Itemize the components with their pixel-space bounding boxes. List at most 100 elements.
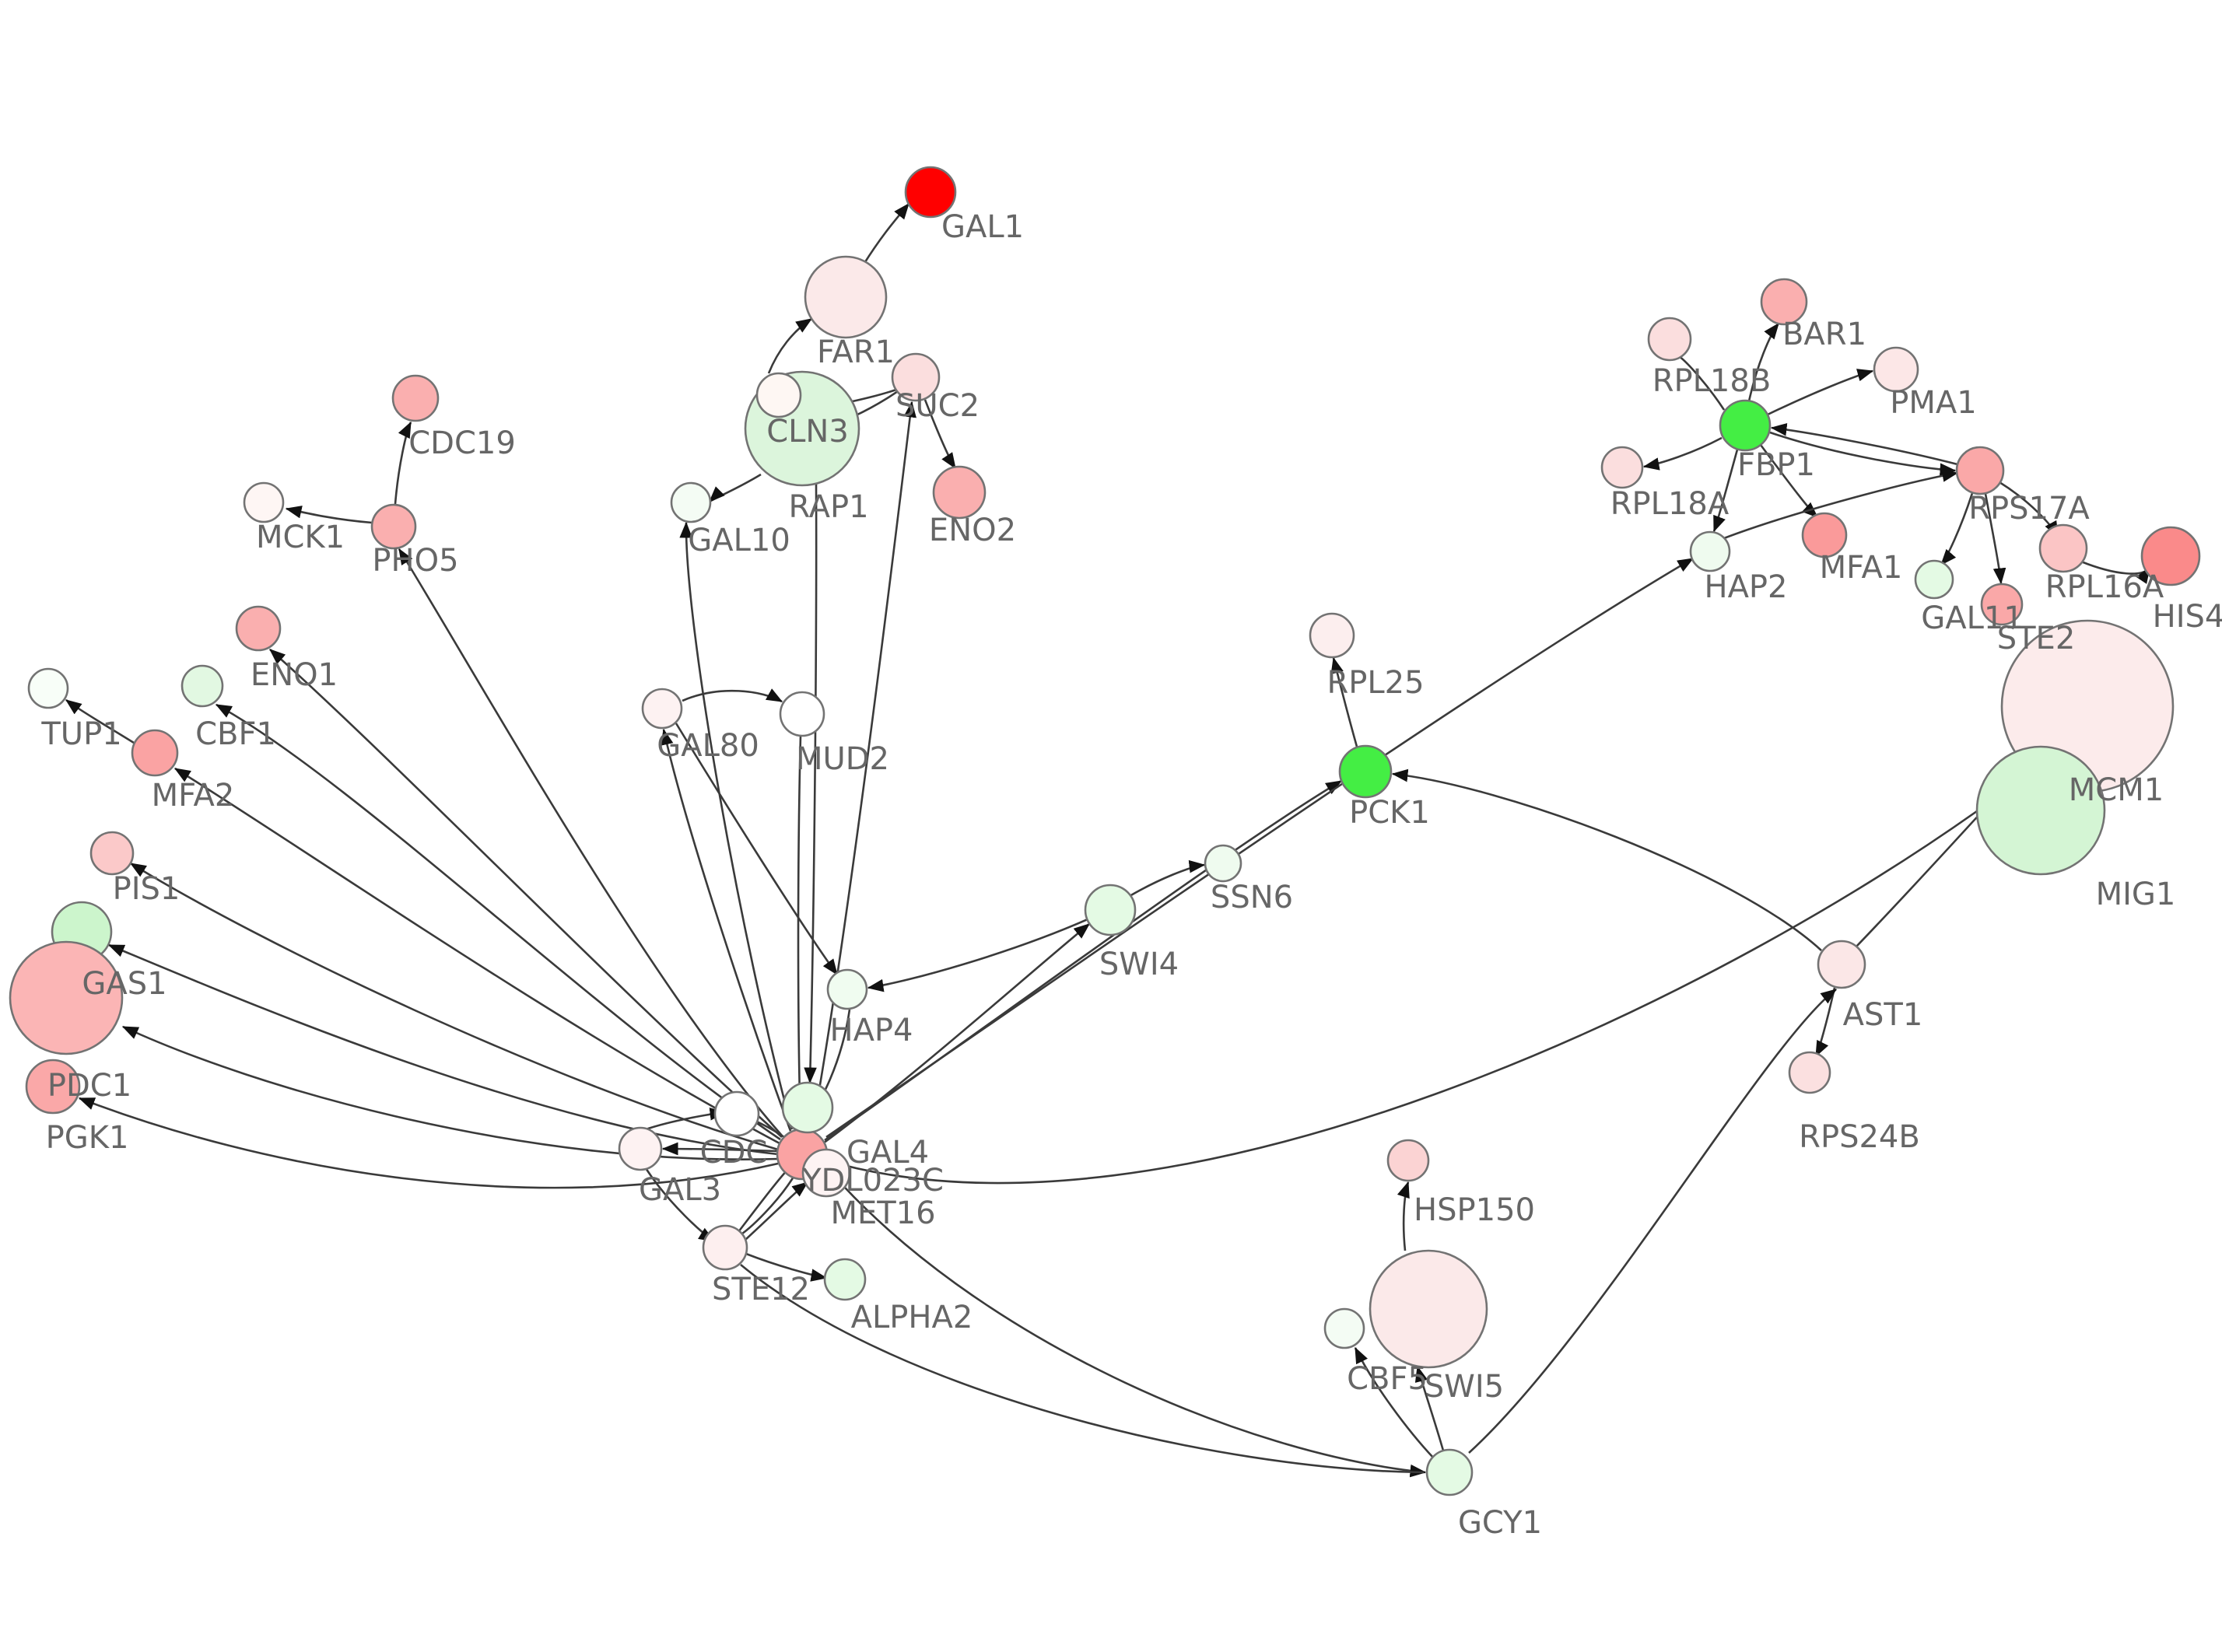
node-tup1[interactable] [27, 667, 69, 709]
edge-fbp1-to-pma1[interactable] [1767, 369, 1874, 416]
edge-gal4-to-pho5[interactable] [398, 548, 783, 1136]
edge-rps17a-to-ste2[interactable] [1984, 493, 2006, 585]
node-rps24b[interactable] [1788, 1051, 1831, 1094]
node-gal10[interactable] [670, 481, 712, 523]
edge-ste12-to-gcy1[interactable] [740, 1263, 1425, 1474]
edge-gal4-to-gcy1[interactable] [824, 1164, 1427, 1478]
edge-gal4-to-pgk1[interactable] [78, 1097, 779, 1189]
node-pck1[interactable] [1338, 744, 1393, 799]
node-ssn6[interactable] [1204, 844, 1242, 883]
edge-gal4-to-pis1[interactable] [129, 862, 779, 1151]
edge-gal4-to-gal3[interactable] [661, 1142, 778, 1156]
edge-pho5-to-mck1[interactable] [285, 506, 373, 524]
node-rpl16a[interactable] [2038, 523, 2088, 573]
node-mig1[interactable] [1975, 745, 2106, 876]
edge-cln3-to-gal10[interactable] [709, 473, 762, 503]
node-alpha2[interactable] [823, 1258, 867, 1301]
edge-gcy1-to-cbf5[interactable] [1354, 1346, 1435, 1459]
node-gal3[interactable] [618, 1126, 663, 1171]
node-eno2[interactable] [932, 465, 987, 520]
node-gcy1[interactable] [1425, 1448, 1474, 1496]
edge-gal4-to-mcm1[interactable] [825, 776, 2024, 1185]
edge-ste12-to-alpha2[interactable] [745, 1252, 828, 1282]
edge-gal4-to-suc2[interactable] [811, 401, 916, 1130]
node-pho5[interactable] [370, 503, 417, 550]
node-rpl18a[interactable] [1600, 446, 1644, 489]
edge-swi4-to-hap4[interactable] [867, 918, 1088, 992]
node-eno1[interactable] [235, 605, 282, 652]
edge-gal4-to-ste12[interactable] [737, 1176, 795, 1238]
edge-far1-to-gal1[interactable] [862, 202, 910, 265]
edge-gal4-to-pdc1[interactable] [121, 1025, 779, 1160]
edge-fbp1-to-rpl18a[interactable] [1642, 436, 1723, 471]
node-pdc1[interactable] [9, 940, 124, 1055]
edge-fbp1-to-mfa1[interactable] [1759, 444, 1818, 518]
node-swi5[interactable] [1369, 1249, 1488, 1369]
edge-gal4-to-gal10[interactable] [679, 521, 794, 1130]
node-ydl023c[interactable] [801, 1148, 851, 1198]
edge-pck1-to-rpl25[interactable] [1330, 656, 1358, 747]
node-pis1[interactable] [89, 831, 135, 876]
node-gal80[interactable] [641, 688, 683, 730]
edge-pho5-to-cdc19[interactable] [394, 421, 412, 505]
node-mud2[interactable] [779, 691, 825, 737]
node-label-far1: FAR1 [817, 334, 895, 370]
node-cbf1[interactable] [180, 664, 224, 708]
node-gal11[interactable] [1914, 559, 1954, 600]
edge-gcy1-to-swi5[interactable] [1414, 1365, 1445, 1451]
node-label-tup1: TUP1 [40, 716, 121, 752]
node-mfa2[interactable] [131, 729, 179, 777]
edge-fbp1-to-rpl18b[interactable] [1678, 355, 1726, 411]
edge-fbp1-to-hap2[interactable] [1712, 449, 1739, 533]
node-hap2[interactable] [1689, 530, 1731, 572]
node-fbp1[interactable] [1719, 399, 1772, 452]
edge-ast1-to-pck1[interactable] [1391, 768, 1822, 951]
node-bar1[interactable] [1760, 278, 1808, 326]
node-ast1[interactable] [1817, 940, 1866, 989]
edge-swi5-to-hsp150[interactable] [1397, 1181, 1410, 1251]
node-suc2[interactable] [891, 352, 941, 402]
edge-fbp1-to-rps17a[interactable] [1769, 431, 1957, 477]
node-hap4[interactable] [826, 968, 868, 1010]
node-rpl25[interactable] [1309, 612, 1355, 659]
node-far1[interactable] [804, 255, 888, 339]
node-ste12[interactable] [702, 1224, 748, 1271]
node-hsp150[interactable] [1386, 1139, 1430, 1182]
edge-rps17a-to-fbp1[interactable] [1770, 422, 1958, 466]
edge-mud2-to-gal4[interactable] [794, 735, 807, 1129]
edge-gal4-to-eno1[interactable] [269, 649, 783, 1138]
node-pma1[interactable] [1873, 346, 1919, 393]
node-met16[interactable] [781, 1081, 834, 1134]
node-cdc19[interactable] [391, 374, 440, 422]
edge-gal4-to-gas1[interactable] [107, 943, 779, 1156]
node-ste2[interactable] [1980, 583, 2024, 626]
edge-ste12-to-ydl023c[interactable] [745, 1181, 809, 1241]
node-cdc39[interactable] [713, 1090, 760, 1137]
edge-swi4-to-ssn6[interactable] [1129, 859, 1206, 898]
edge-gal80-to-hap4[interactable] [675, 723, 839, 976]
node-rap1[interactable] [755, 372, 802, 418]
node-pgk1[interactable] [25, 1059, 81, 1115]
node-mfa1[interactable] [1801, 512, 1848, 558]
edge-gal4-to-hap2[interactable] [825, 557, 1695, 1139]
edge-cln3-to-met16[interactable] [804, 483, 818, 1084]
edge-rps17a-to-gal11[interactable] [1940, 492, 1974, 565]
edge-hap2-to-rps17a[interactable] [1723, 469, 1959, 540]
edge-gal4-to-mfa2[interactable] [173, 767, 780, 1145]
node-cbf5[interactable] [1323, 1307, 1365, 1349]
edge-gal80-to-mud2[interactable] [682, 688, 783, 703]
edge-mfa2-to-tup1[interactable] [65, 698, 135, 744]
node-mck1[interactable] [243, 481, 285, 523]
edge-gal4-to-cbf1[interactable] [215, 703, 781, 1141]
edge-fbp1-to-bar1[interactable] [1747, 322, 1780, 402]
node-gal1[interactable] [904, 166, 957, 219]
node-rps17a[interactable] [1955, 446, 2005, 495]
edge-cln3-to-far1[interactable] [767, 317, 813, 374]
node-his4[interactable] [2140, 526, 2201, 586]
node-swi4[interactable] [1084, 884, 1137, 936]
edge-gcy1-to-ast1[interactable] [1468, 988, 1838, 1454]
node-rpl18b[interactable] [1647, 317, 1692, 362]
edge-gal4-to-gal80[interactable] [661, 728, 792, 1132]
edge-suc2-to-eno2[interactable] [923, 399, 957, 470]
